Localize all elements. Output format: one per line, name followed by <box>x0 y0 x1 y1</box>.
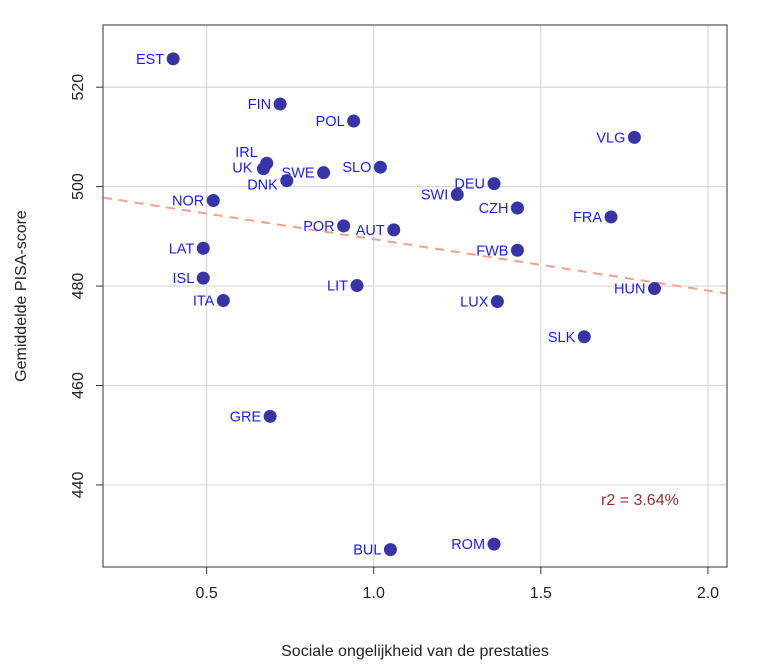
data-point <box>450 188 464 202</box>
x-axis-label: Sociale ongelijkheid van de prestaties <box>281 643 549 660</box>
point-label: LUX <box>460 294 489 310</box>
grid <box>103 25 727 567</box>
data-point <box>387 223 401 237</box>
point-label: UK <box>232 161 252 177</box>
point-label: LIT <box>327 279 348 295</box>
y-tick-label: 500 <box>70 173 87 200</box>
point-label: SWI <box>421 188 448 204</box>
point-label: ITA <box>193 293 215 309</box>
point-label: EST <box>136 52 164 68</box>
r2-annotation: r2 = 3.64% <box>601 492 679 509</box>
data-point <box>347 114 361 128</box>
data-point <box>383 543 397 557</box>
data-point <box>350 279 364 293</box>
point-label: GRE <box>230 409 262 425</box>
data-point <box>280 174 294 188</box>
data-point <box>256 162 270 176</box>
data-point <box>373 160 387 174</box>
y-tick-label: 440 <box>70 472 87 499</box>
data-point <box>510 201 524 215</box>
point-label: POR <box>303 219 334 235</box>
data-point <box>490 294 504 308</box>
point-label: NOR <box>172 194 204 210</box>
data-point <box>604 210 618 224</box>
data-point <box>337 219 351 233</box>
point-label: FWB <box>476 243 508 259</box>
point-label: SLK <box>548 330 576 346</box>
data-point <box>647 282 661 296</box>
data-point <box>196 271 210 285</box>
point-label: CZH <box>479 201 509 217</box>
point-label: DNK <box>247 178 278 194</box>
point-label: HUN <box>614 282 645 298</box>
point-label: FIN <box>248 97 271 113</box>
y-tick-label: 520 <box>70 74 87 101</box>
point-label: ROM <box>451 537 485 553</box>
data-point <box>263 409 277 423</box>
point-label: VLG <box>596 130 625 146</box>
point-label: ISL <box>173 271 195 287</box>
plot-frame <box>102 24 728 568</box>
data-point <box>627 130 641 144</box>
x-tick-label: 2.0 <box>697 585 719 602</box>
x-tick-label: 0.5 <box>195 585 217 602</box>
point-label: SLO <box>342 160 371 176</box>
data-point <box>487 177 501 191</box>
point-label: IRL <box>235 145 258 161</box>
regression-line <box>102 196 728 295</box>
x-tick-label: 1.0 <box>363 585 385 602</box>
y-axis-label: Gemiddelde PISA-score <box>13 210 30 382</box>
data-point <box>196 241 210 255</box>
data-point <box>216 293 230 307</box>
point-label: LAT <box>169 241 195 257</box>
data-point <box>577 330 591 344</box>
axes: 0.5 1.0 1.5 2.0 440 460 480 500 520 <box>70 74 719 602</box>
x-tick-label: 1.5 <box>530 585 552 602</box>
point-label: AUT <box>356 223 385 239</box>
data-point <box>273 97 287 111</box>
point-label: FRA <box>573 210 602 226</box>
y-tick-label: 480 <box>70 273 87 300</box>
point-label: BUL <box>353 543 381 559</box>
data-point <box>487 537 501 551</box>
data-point <box>166 52 180 66</box>
point-label: POL <box>316 114 345 130</box>
data-point <box>206 194 220 208</box>
data-point <box>317 166 331 180</box>
y-tick-label: 460 <box>70 372 87 399</box>
data-point <box>510 243 524 257</box>
point-label: DEU <box>454 177 485 193</box>
